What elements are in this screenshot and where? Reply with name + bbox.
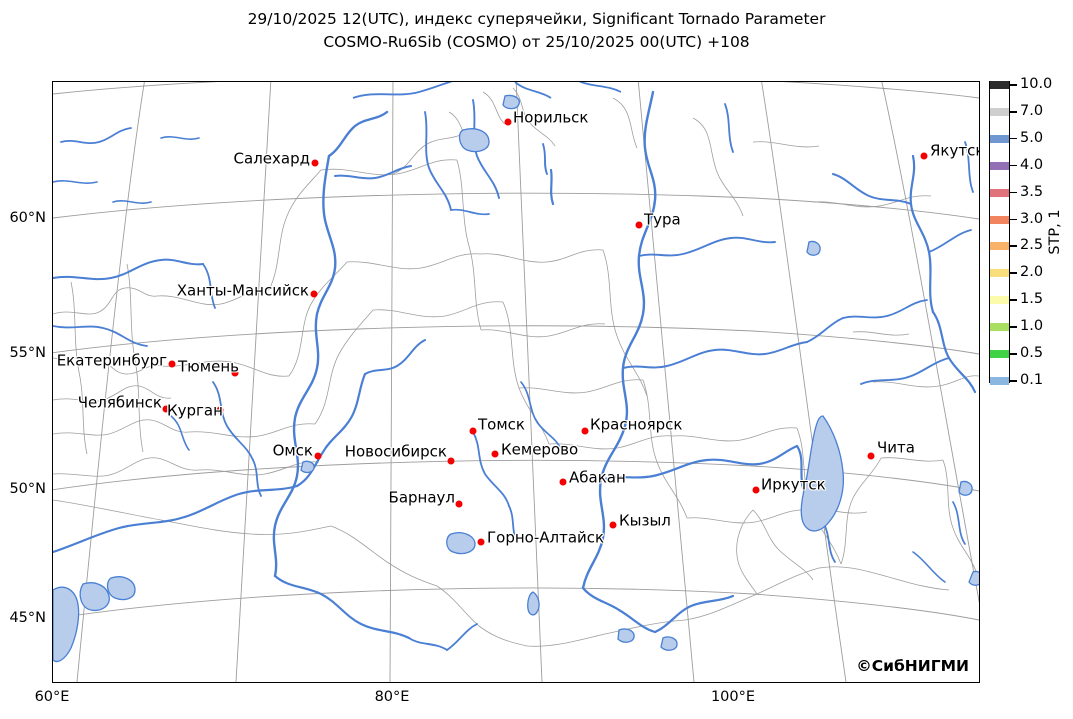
city-marker[interactable] [447,457,455,465]
colorbar-tick-label: 1.5 [1020,291,1044,308]
city-marker[interactable] [635,221,643,229]
city-label: Томск [478,415,525,434]
title-line-1: 29/10/2025 12(UTC), индекс суперячейки, … [247,10,826,28]
map-geography [53,82,979,682]
colorbar-band [990,296,1009,305]
colorbar-band [990,242,1009,251]
city-label: Ханты-Мансийск [176,281,309,300]
colorbar-tick [1010,353,1017,355]
city-marker[interactable] [504,118,512,126]
colorbar-band [990,215,1009,224]
colorbar-band [990,107,1009,116]
latitude-tick-label: 50°N [9,481,46,497]
city-label: Тура [644,210,681,229]
city-label: Иркутск [761,475,826,494]
city-marker[interactable] [469,427,477,435]
city-marker[interactable] [162,405,170,413]
rivers [53,90,977,651]
city-marker[interactable] [581,427,589,435]
city-marker[interactable] [231,369,239,377]
colorbar-band [990,350,1009,359]
city-label: Норильск [513,108,589,127]
city-marker[interactable] [477,538,485,546]
city-label: Салехард [233,149,310,168]
colorbar-tick [1010,326,1017,328]
coastline [352,82,622,99]
city-label: Челябинск [77,393,162,412]
colorbar-tick [1010,272,1017,274]
colorbar-tick [1010,380,1017,382]
city-marker[interactable] [559,478,567,486]
colorbar-band [990,81,1009,89]
city-label: Барнаул [388,488,455,507]
colorbar-band [990,134,1009,143]
city-label: Тюмень [178,357,239,376]
colorbar-tick-label: 0.5 [1020,345,1044,362]
city-marker[interactable] [216,406,224,414]
colorbar-band [990,377,1009,385]
colorbar-tick [1010,245,1017,248]
city-label: Новосибирск [344,442,447,461]
colorbar-tick-label: 5.0 [1020,129,1044,146]
colorbar-band [990,161,1009,170]
colorbar-band [990,323,1009,332]
colorbar-tick [1010,137,1017,140]
city-label: Кемерово [501,440,579,459]
city-marker[interactable] [314,452,322,460]
city-marker[interactable] [491,450,499,458]
longitude-tick-label: 80°E [374,689,410,705]
colorbar-tick [1010,299,1017,301]
latitude-tick-label: 60°N [9,210,46,226]
colorbar-tick-label: 2.5 [1020,237,1044,254]
colorbar-tick-label: 2.0 [1020,264,1044,281]
colorbar-tick-label: 10.0 [1020,76,1053,92]
colorbar-tick-label: 3.5 [1020,183,1044,200]
colorbar-tick-label: 0.1 [1020,372,1044,388]
lakes [53,94,979,663]
city-marker[interactable] [311,159,319,167]
colorbar-tick [1010,84,1017,86]
colorbar-tick [1010,164,1017,167]
latitude-tick-label: 55°N [9,345,46,361]
colorbar-band [990,188,1009,197]
colorbar-tick [1010,218,1017,221]
city-label: Красноярск [590,415,683,434]
city-marker[interactable] [168,360,176,368]
longitude-tick-label: 100°E [710,689,756,705]
city-label: Якутск [930,141,980,160]
city-label: Горно-Алтайск [487,528,605,547]
latitude-tick-label: 45°N [9,610,46,626]
colorbar-tick-label: 4.0 [1020,156,1044,173]
city-label: Чита [877,438,915,457]
map-canvas[interactable]: Норильск Якутск Салехард Тура Ханты-Мансийск… [52,81,980,683]
colorbar-tick [1010,110,1017,113]
city-label: Абакан [569,468,626,487]
colorbar-band [990,269,1009,278]
colorbar-tick-label: 3.0 [1020,210,1044,227]
city-label: Екатеринбург [56,351,167,370]
city-marker[interactable] [455,500,463,508]
colorbar-gradient [989,81,1010,385]
page-title: 29/10/2025 12(UTC), индекс суперячейки, … [0,8,1073,54]
colorbar-tick [1010,191,1017,194]
city-marker[interactable] [920,152,928,160]
colorbar[interactable]: 10.0 7.0 5.0 4.0 3.5 3.0 2.5 2.0 1.5 1.0 0.5 0.1 ST… [989,76,1073,388]
graticule [53,82,979,682]
city-marker[interactable] [609,521,617,529]
city-label: Омск [272,441,313,460]
city-marker[interactable] [310,290,318,298]
city-label: Кызыл [619,511,671,530]
colorbar-tick-label: 1.0 [1020,318,1044,335]
city-label: Курган [167,401,223,420]
city-marker[interactable] [867,452,875,460]
colorbar-axis-label: STP, 1 [1047,209,1063,255]
colorbar-tick-label: 7.0 [1020,102,1044,119]
longitude-tick-label: 60°E [34,689,70,705]
city-marker[interactable] [752,486,760,494]
title-line-2: COSMO-Ru6Sib (COSMO) от 25/10/2025 00(UT… [323,33,750,51]
copyright-notice: ©СибНИГМИ [856,657,969,675]
